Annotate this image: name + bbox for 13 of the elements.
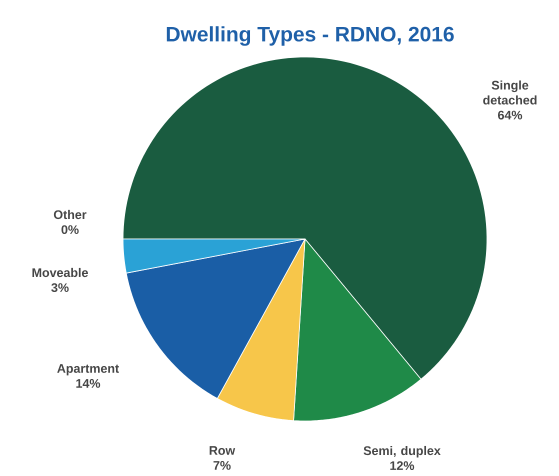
- data-label: 14%: [76, 379, 100, 388]
- data-label: 12%: [390, 461, 414, 470]
- slice-label: Apartment: [57, 364, 119, 376]
- text: 0%: [62, 225, 79, 234]
- slice-label: Semi, duplex: [364, 446, 441, 458]
- slice-label: Moveable: [32, 268, 88, 278]
- data-label: 3%: [51, 283, 69, 292]
- data-label: 64%: [498, 110, 522, 120]
- category-label: Other: [54, 210, 86, 220]
- chart-title: Dwelling Types - RDNO, 2016: [166, 26, 454, 46]
- slice-label: Single detached: [483, 80, 537, 105]
- data-label: 7%: [214, 461, 231, 470]
- slice-label: Row: [210, 446, 236, 455]
